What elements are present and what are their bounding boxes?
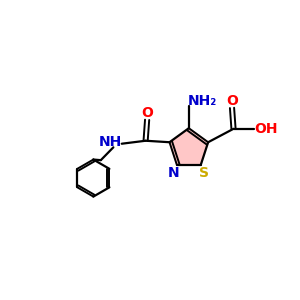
Text: O: O [141, 106, 153, 120]
Polygon shape [169, 128, 208, 165]
Text: O: O [226, 94, 238, 108]
Text: NH₂: NH₂ [188, 94, 217, 108]
Text: NH: NH [99, 135, 122, 149]
Text: S: S [199, 166, 209, 180]
Text: N: N [168, 166, 180, 180]
Text: OH: OH [255, 122, 278, 136]
